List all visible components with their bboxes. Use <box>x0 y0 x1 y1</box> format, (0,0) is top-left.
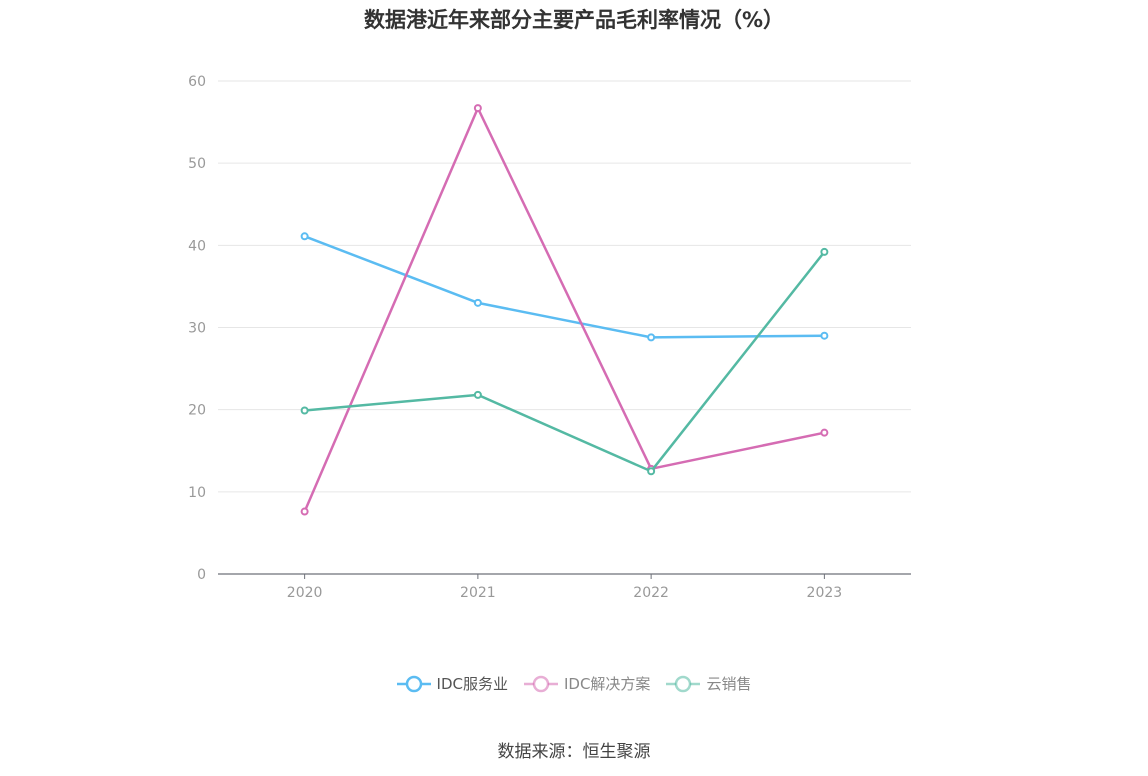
y-tick-label: 50 <box>188 156 206 172</box>
data-point[interactable] <box>300 406 309 415</box>
legend-line-icon <box>396 675 431 692</box>
data-point[interactable] <box>820 247 829 256</box>
y-tick-label: 30 <box>188 321 206 337</box>
legend-label: IDC服务业 <box>436 675 508 693</box>
grid-lines <box>218 80 911 493</box>
y-tick-label: 20 <box>188 403 206 419</box>
legend-item-1[interactable]: IDC解决方案 <box>523 673 651 694</box>
data-point[interactable] <box>473 390 482 399</box>
legend-line-icon <box>523 675 558 692</box>
source-note: 数据来源：恒生聚源 <box>497 742 651 762</box>
y-tick-label: 0 <box>197 567 206 583</box>
y-tick-label: 10 <box>188 485 206 501</box>
legend-line-icon <box>666 675 701 692</box>
series-line <box>303 106 825 513</box>
chart-title: 数据港近年来部分主要产品毛利率情况（%） <box>363 8 785 32</box>
x-tick-label: 2020 <box>287 585 323 601</box>
series-lines <box>300 104 829 516</box>
legend-label: 云销售 <box>706 675 752 693</box>
data-point[interactable] <box>820 331 829 340</box>
data-point[interactable] <box>300 507 309 516</box>
x-tick-label: 2022 <box>633 585 669 601</box>
data-point[interactable] <box>473 298 482 307</box>
legend-label: IDC解决方案 <box>563 675 651 693</box>
axes: 0 10 20 30 40 50 60 2020 2021 2022 2023 <box>188 74 911 601</box>
y-tick-label: 40 <box>188 238 206 254</box>
series-2 <box>300 247 829 476</box>
x-tick-label: 2023 <box>807 585 843 601</box>
series-0 <box>300 232 829 342</box>
data-point[interactable] <box>647 333 656 342</box>
legend-item-2[interactable]: 云销售 <box>666 673 751 694</box>
series-1 <box>300 104 829 516</box>
data-point[interactable] <box>300 232 309 241</box>
series-line <box>304 251 826 473</box>
x-tick-label: 2021 <box>460 585 496 601</box>
legend-item-0[interactable]: IDC服务业 <box>396 673 508 694</box>
y-tick-label: 60 <box>188 74 206 90</box>
data-point[interactable] <box>473 104 482 113</box>
legend: IDC服务业 IDC解决方案 云销售 <box>0 673 1148 694</box>
data-point[interactable] <box>647 467 656 476</box>
data-point[interactable] <box>820 428 829 437</box>
series-line <box>304 235 825 339</box>
